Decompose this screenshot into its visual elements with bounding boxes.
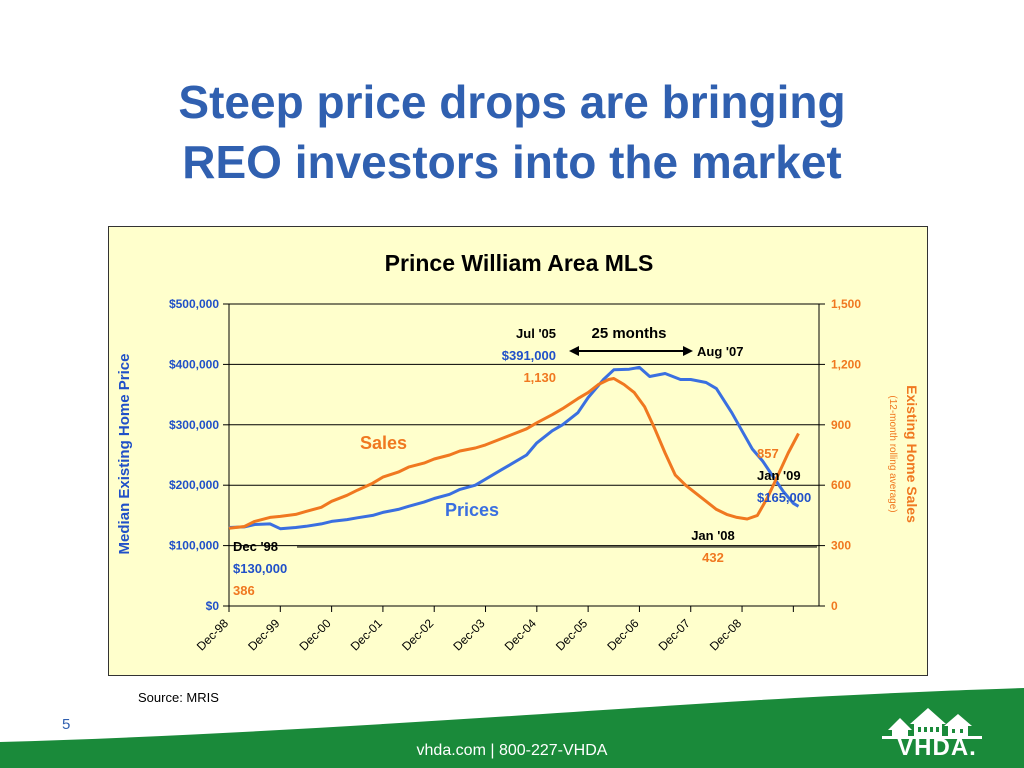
chart-frame: Prince William Area MLS $0 0 $100,000 300 $2… (108, 226, 928, 676)
series-layer (228, 365, 800, 531)
x-axis-tick-label: Dec-01 (348, 616, 385, 653)
right-axis-title: Existing Home Sales (904, 385, 920, 523)
right-axis-tick-label: 600 (831, 478, 851, 492)
duration-arrow (569, 346, 693, 356)
jul05-date-label: Jul '05 (516, 326, 556, 341)
prices-series-label: Prices (445, 500, 499, 520)
jan09-date-label: Jan '09 (757, 468, 801, 483)
chart-title: Prince William Area MLS (385, 250, 654, 276)
series-line-sales (228, 377, 800, 530)
vhda-houses-icon (882, 708, 982, 739)
jul05-sales-label: 1,130 (523, 370, 556, 385)
x-axis-tick-label: Dec-04 (502, 616, 539, 653)
x-axis-tick-label: Dec-99 (245, 616, 282, 653)
x-axis-tick-label: Dec-06 (604, 616, 641, 653)
left-axis-tick-label: $400,000 (169, 357, 219, 371)
slide-title-line-1: Steep price drops are bringing (178, 76, 846, 128)
left-axis-tick-label: $0 (206, 599, 220, 613)
slide-title-line-2: REO investors into the market (182, 136, 842, 188)
x-axis-tick-label: Dec-00 (296, 616, 333, 653)
series-line-prices (228, 365, 800, 531)
left-axis-tick-label: $300,000 (169, 418, 219, 432)
jan08-sales-label: 432 (702, 550, 724, 565)
right-axis-tick-label: 1,500 (831, 297, 861, 311)
dec98-price-label: $130,000 (233, 561, 287, 576)
left-axis-tick-label: $100,000 (169, 539, 219, 553)
plot-area-border (228, 303, 820, 607)
left-axis-title: Median Existing Home Price (116, 354, 133, 555)
x-axis-tick-label: Dec-02 (399, 616, 436, 653)
right-axis-tick-label: 1,200 (831, 357, 861, 371)
dec98-date-label: Dec '98 (233, 539, 278, 554)
jan09-sales-label: 857 (757, 446, 779, 461)
x-axis-tick-label: Dec-05 (553, 616, 590, 653)
jul05-price-label: $391,000 (502, 348, 556, 363)
jan08-date-label: Jan '08 (691, 528, 735, 543)
chart-svg: Prince William Area MLS $0 0 $100,000 300 $2… (116, 250, 920, 653)
x-axis-tick-label: Dec-07 (656, 616, 693, 653)
jan09-price-label: $165,000 (757, 490, 811, 505)
sales-series-label: Sales (360, 433, 407, 453)
page-number: 5 (62, 716, 71, 733)
left-axis-tick-label: $200,000 (169, 478, 219, 492)
aug07-date-label: Aug '07 (697, 344, 743, 359)
right-axis-subtitle: (12-month rolling average) (887, 395, 898, 512)
x-axis-tick-label: Dec-98 (194, 616, 231, 653)
slide-title: Steep price drops are bringing REO inves… (60, 72, 964, 192)
right-axis-tick-label: 300 (831, 539, 851, 553)
duration-label: 25 months (591, 325, 666, 342)
x-axis-tick-label: Dec-08 (707, 616, 744, 653)
grid-layer (228, 303, 820, 607)
vhda-logo-text: VHDA. (897, 734, 977, 761)
right-axis-tick-label: 900 (831, 418, 851, 432)
right-axis-tick-label: 0 (831, 599, 838, 613)
left-axis-tick-label: $500,000 (169, 297, 219, 311)
dec98-sales-label: 386 (233, 583, 255, 598)
source-note: Source: MRIS (138, 690, 219, 705)
footer-contact: vhda.com | 800-227-VHDA (416, 742, 608, 759)
x-axis-tick-label: Dec-03 (450, 616, 487, 653)
